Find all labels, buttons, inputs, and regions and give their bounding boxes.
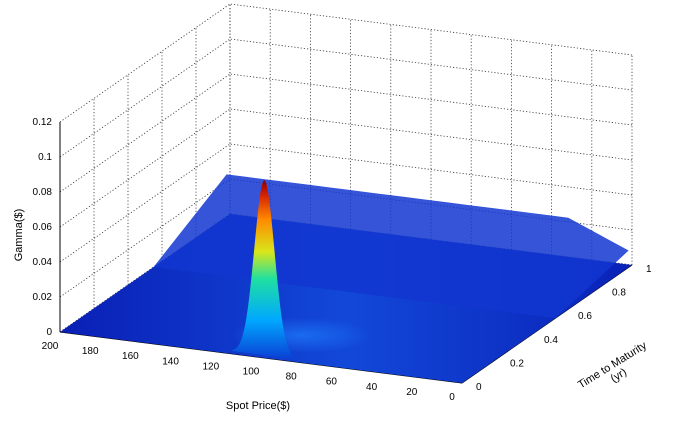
z-axis-label: Gamma($) xyxy=(13,209,25,262)
x-tick-label-4: 80 xyxy=(286,372,298,383)
surface-peak xyxy=(232,180,297,360)
y-tick-label-3: 0.6 xyxy=(578,311,592,322)
x-axis-label: Spot Price($) xyxy=(226,400,290,412)
z-tick-label-1: 0.02 xyxy=(33,292,53,303)
tick-labels: 0 0.02 0.04 0.06 0.08 0.1 0.12 0 20 40 60 80 100 120 1… xyxy=(33,117,652,403)
x-tick-label-2: 40 xyxy=(366,382,378,393)
x-tick-label-9: 180 xyxy=(82,346,99,357)
grid-back-z-4 xyxy=(229,73,633,126)
y-tick-label-1: 0.2 xyxy=(510,358,524,369)
x-tick-label-8: 160 xyxy=(122,351,139,362)
x-tick-label-7: 140 xyxy=(162,356,179,367)
grid-back-z-2 xyxy=(229,143,633,196)
z-tick-label-5: 0.1 xyxy=(38,152,52,163)
x-tick-label-6: 120 xyxy=(202,361,219,372)
grid-left-z-3 xyxy=(59,108,231,228)
x-tick-label-1: 20 xyxy=(406,387,418,398)
grid-back-z-6 xyxy=(229,3,633,56)
grid-left-z-2 xyxy=(59,143,231,263)
grid-back-z-5 xyxy=(229,38,633,91)
z-tick-label-3: 0.06 xyxy=(33,222,53,233)
y-axis-label: Time to Maturity (yr) xyxy=(576,339,649,391)
grid-left-z-4 xyxy=(59,73,231,193)
grid-left-z-5 xyxy=(59,38,231,158)
y-tick-label-0: 0 xyxy=(476,382,482,393)
x-tick-label-10: 200 xyxy=(42,341,59,352)
y-tick-label-5: 1 xyxy=(646,264,652,275)
surface xyxy=(60,174,632,383)
y-axis-label-line-1: Time to Maturity xyxy=(576,339,649,391)
z-tick-label-0: 0 xyxy=(46,327,52,338)
x-tick-label-3: 60 xyxy=(326,377,338,388)
x-tick-label-5: 100 xyxy=(243,367,260,378)
grid-left-z-1 xyxy=(59,178,231,298)
grid-left-z-6 xyxy=(59,3,231,123)
z-tick-label-6: 0.12 xyxy=(33,117,53,128)
x-tick-label-0: 0 xyxy=(449,392,455,403)
y-tick-label-2: 0.4 xyxy=(544,335,558,346)
grid-back-z-3 xyxy=(229,108,633,161)
y-tick-label-4: 0.8 xyxy=(612,288,626,299)
z-tick-label-4: 0.08 xyxy=(33,187,53,198)
z-tick-label-2: 0.04 xyxy=(33,257,53,268)
